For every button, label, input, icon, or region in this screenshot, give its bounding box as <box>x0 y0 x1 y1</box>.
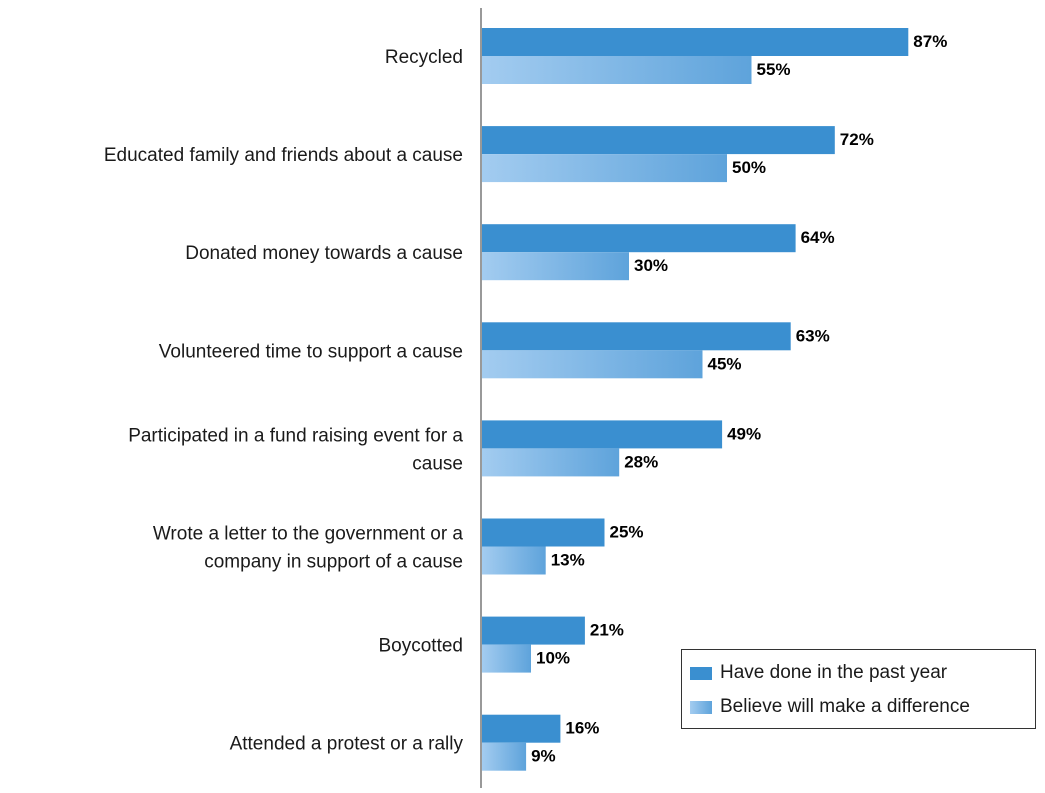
data-label-series-1: 63% <box>796 326 830 345</box>
category-label: Volunteered time to support a cause <box>159 341 463 362</box>
bar-series-2 <box>482 742 527 771</box>
legend-item-series-1: Have done in the past year <box>690 656 1027 690</box>
data-label-series-2: 10% <box>536 649 570 668</box>
data-label-series-1: 87% <box>913 32 947 51</box>
labels-layer: 87% 55% Recycled 72% 50% Educated family and … <box>104 32 947 766</box>
data-label-series-1: 72% <box>840 130 874 149</box>
bar-series-2 <box>482 644 531 673</box>
data-label-series-2: 30% <box>634 256 668 275</box>
bar-series-1 <box>482 518 605 547</box>
legend-item-series-2: Believe will make a difference <box>690 690 1027 724</box>
data-label-series-1: 49% <box>727 424 761 443</box>
category-label: Participated in a fund raising event for… <box>128 425 463 474</box>
legend-swatch-series-1 <box>690 666 712 680</box>
data-label-series-2: 55% <box>757 60 791 79</box>
category-label: Boycotted <box>379 636 464 657</box>
bar-series-1 <box>482 616 585 645</box>
legend-swatch-series-2 <box>690 700 712 714</box>
bar-series-2 <box>482 448 620 477</box>
bar-series-2 <box>482 252 629 281</box>
legend-label-series-1: Have done in the past year <box>720 662 948 683</box>
data-label-series-2: 13% <box>551 551 585 570</box>
category-label: Educated family and friends about a caus… <box>104 145 463 166</box>
data-label-series-1: 21% <box>590 621 624 640</box>
data-label-series-2: 50% <box>732 158 766 177</box>
data-label-series-2: 28% <box>624 452 658 471</box>
legend-label-series-2: Believe will make a difference <box>720 696 970 717</box>
bar-series-1 <box>482 420 723 449</box>
bar-series-1 <box>482 224 796 253</box>
data-label-series-1: 25% <box>610 523 644 542</box>
data-label-series-1: 64% <box>801 228 835 247</box>
bar-series-2 <box>482 350 703 379</box>
bar-series-1 <box>482 126 835 155</box>
bar-series-2 <box>482 56 752 84</box>
bar-series-1 <box>482 322 791 351</box>
bars-layer <box>482 28 909 771</box>
bar-series-1 <box>482 28 909 56</box>
category-label: Recycled <box>385 47 463 68</box>
data-label-series-2: 9% <box>531 747 556 766</box>
category-label: Donated money towards a cause <box>185 243 463 264</box>
bar-series-2 <box>482 546 546 575</box>
data-label-series-1: 16% <box>565 719 599 738</box>
bar-series-2 <box>482 154 727 183</box>
category-label: Wrote a letter to the government or a com… <box>153 524 464 573</box>
legend: Have done in the past year Believe will … <box>681 649 1036 729</box>
category-label: Attended a protest or a rally <box>230 734 464 755</box>
data-label-series-2: 45% <box>708 354 742 373</box>
bar-series-1 <box>482 714 561 743</box>
